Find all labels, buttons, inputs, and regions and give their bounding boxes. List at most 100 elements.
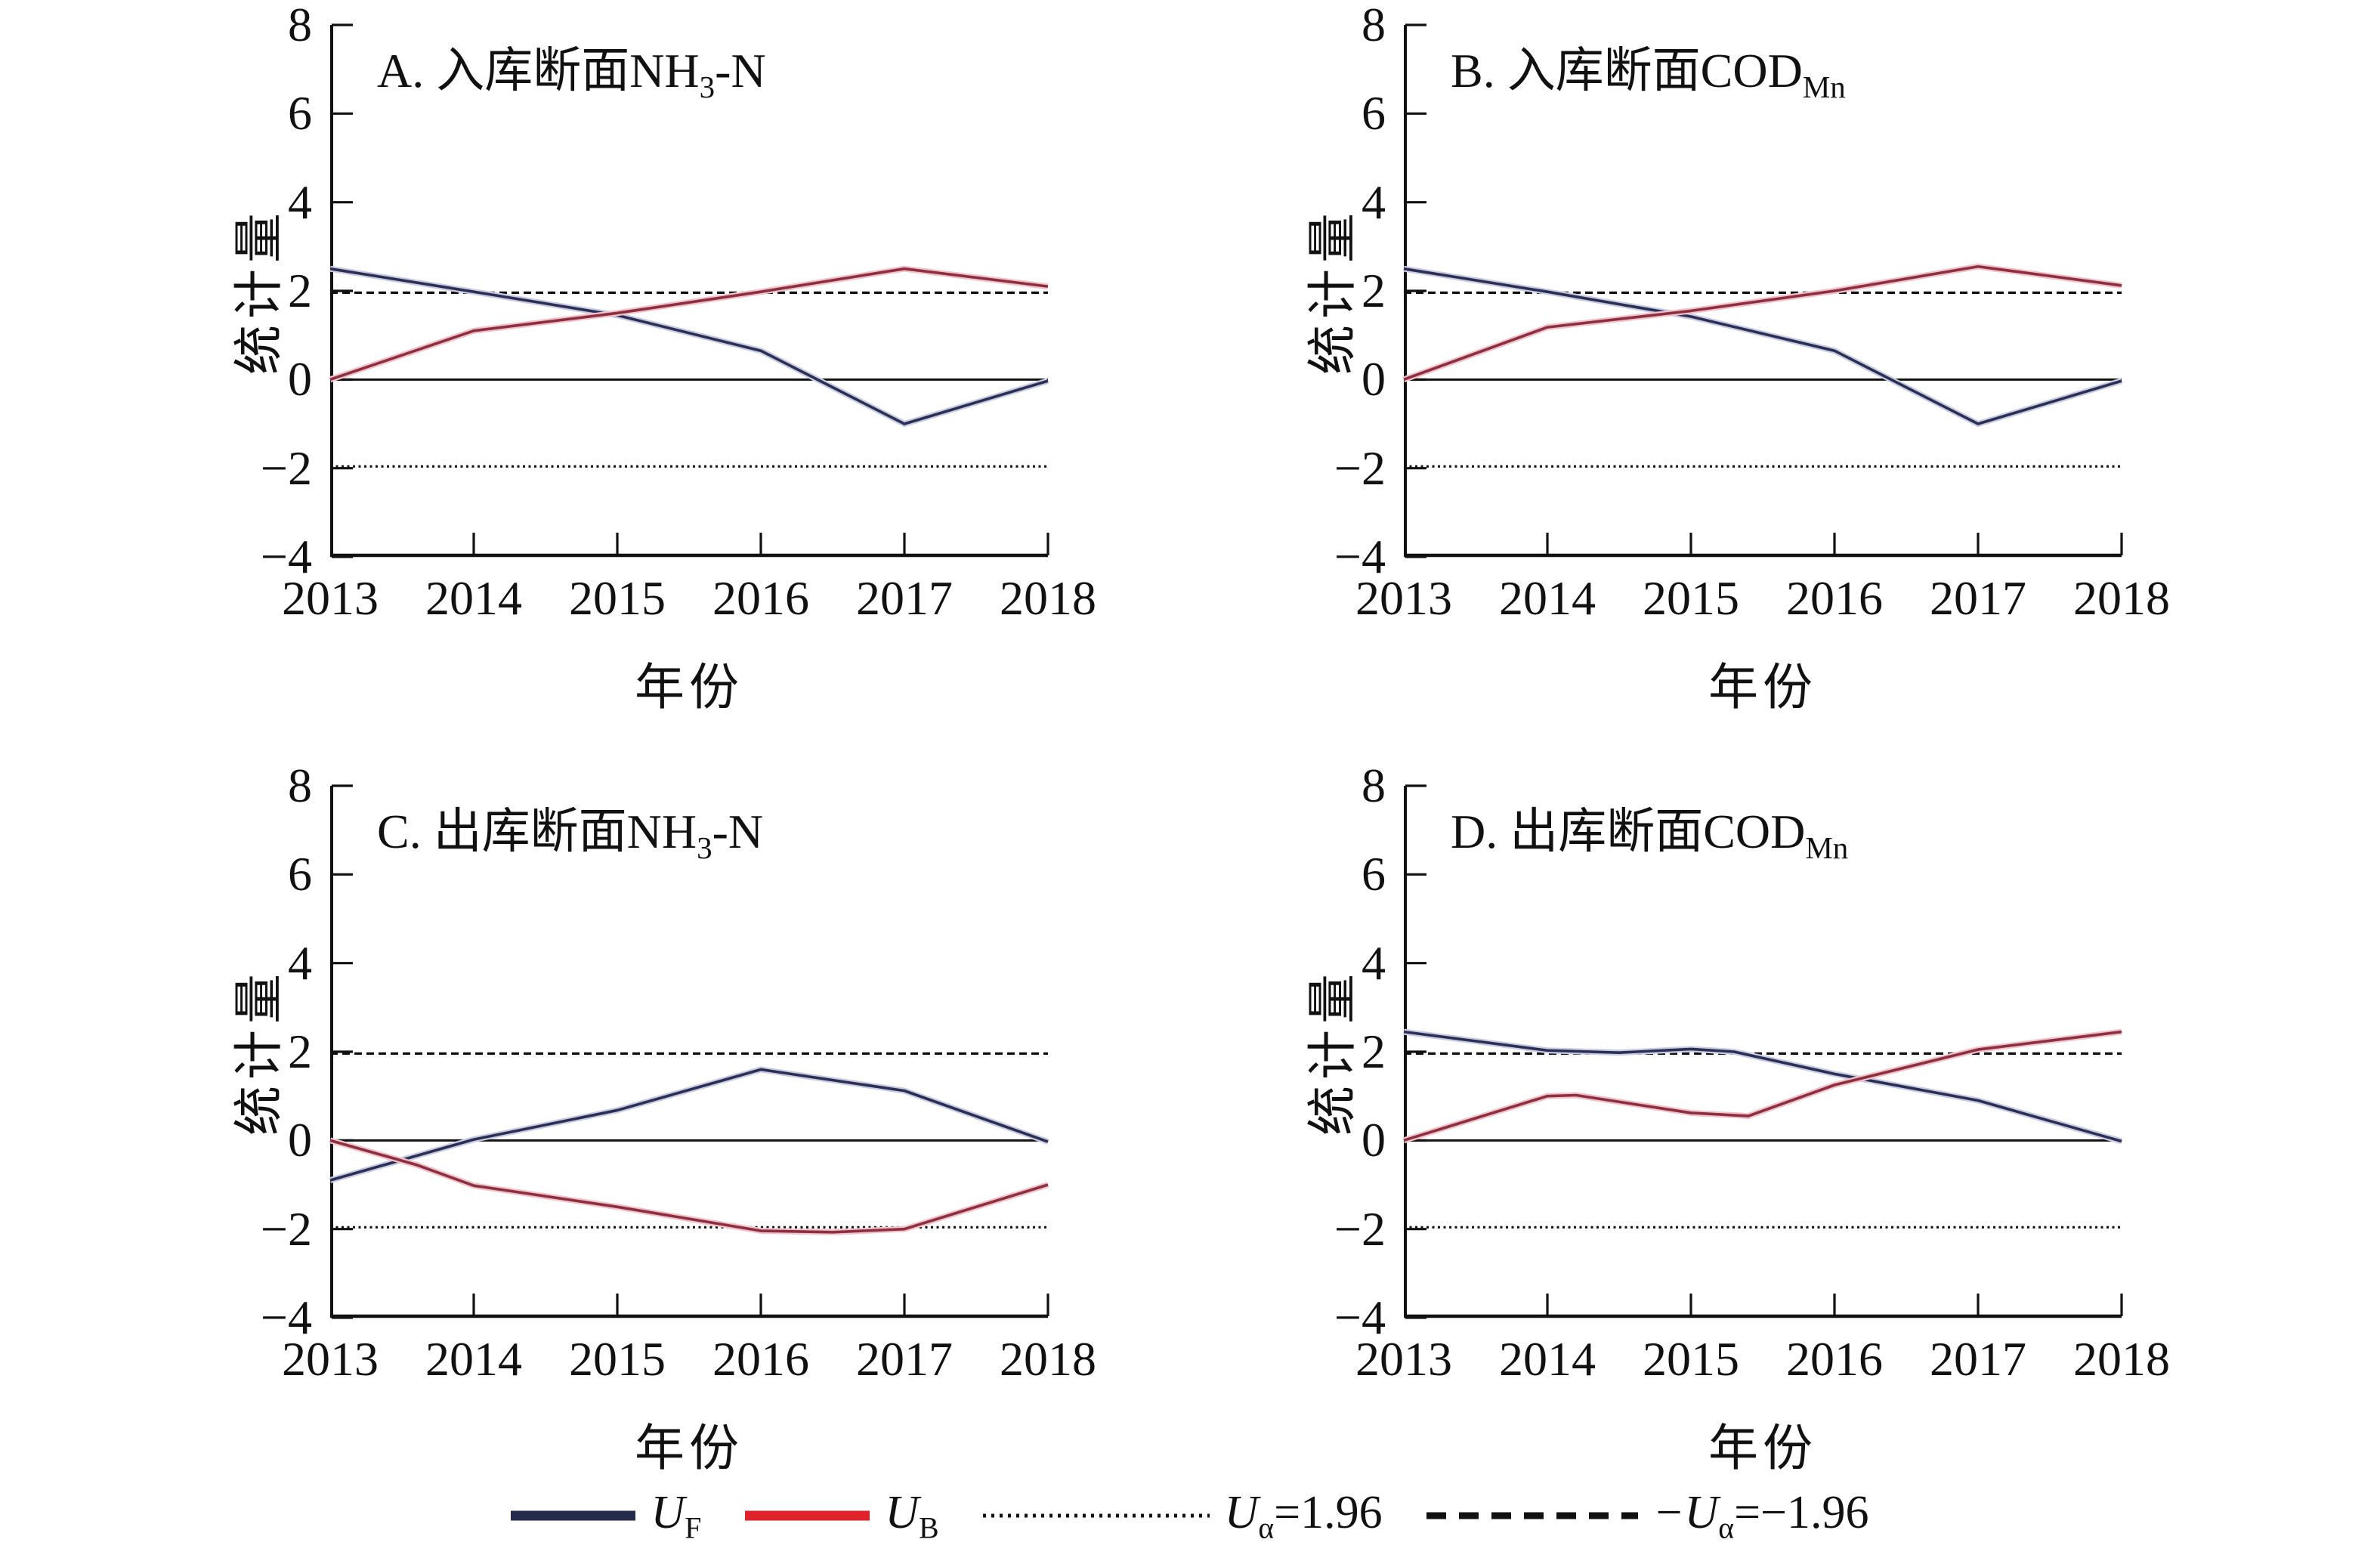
y-tick-label: 4 <box>288 175 312 229</box>
plot-canvas <box>1402 23 2123 558</box>
x-tick-label: 2016 <box>712 571 809 625</box>
y-tick-label: 6 <box>1362 86 1386 141</box>
y-tick-label: 4 <box>288 935 312 990</box>
y-tick-label: −2 <box>260 1201 312 1256</box>
y-tick-label: −4 <box>260 530 312 583</box>
y-tick-label: −2 <box>1334 440 1386 495</box>
legend-item-UF: UF <box>511 1486 701 1545</box>
x-tick-label: 2016 <box>712 1332 809 1386</box>
x-tick-label: 2017 <box>1930 571 2026 625</box>
y-tick-label: −4 <box>1334 530 1386 583</box>
x-axis-label: 年份 <box>635 1421 743 1476</box>
y-tick-label: 2 <box>1362 264 1386 317</box>
x-tick-labels: 2013 2014 2015 2016 2017 2018 <box>1355 1326 2170 1389</box>
series-UF-halo <box>329 1066 1049 1183</box>
y-tick-labels: 8 6 4 2 0 −2 −4 <box>0 1 321 581</box>
series-UB <box>329 267 1049 382</box>
series-UF <box>329 1068 1049 1182</box>
legend-solid-line-sample <box>745 1510 870 1521</box>
panel-title: B. 入库断面CODMn <box>1451 44 1846 104</box>
x-tick-label: 2017 <box>1930 1332 2026 1386</box>
y-tick-labels: 8 6 4 2 0 −2 −4 <box>1190 1 1395 581</box>
x-tick-labels: 2013 2014 2015 2016 2017 2018 <box>1355 565 2170 629</box>
chart-panel-B: 统计量 8 6 4 2 0 −2 −4 B. 入库断面CODMn 2013 2014 2015 2… <box>1190 0 2380 763</box>
y-tick-label: 2 <box>288 264 312 317</box>
series-UB <box>1403 264 2122 382</box>
y-tick-labels: 8 6 4 2 0 −2 −4 <box>1190 762 1395 1342</box>
y-tick-label: −4 <box>1334 1291 1386 1344</box>
x-tick-label: 2016 <box>1786 1332 1883 1386</box>
x-tick-label: 2018 <box>1000 571 1096 625</box>
y-tick-label: 8 <box>1362 0 1386 51</box>
legend: UF UB Uα=1.96 −Uα=−1.96 <box>0 1473 2380 1558</box>
series-UF <box>329 267 1049 425</box>
series-UB <box>329 1139 1049 1234</box>
x-tick-label: 2015 <box>1643 1332 1739 1386</box>
plot-canvas <box>1402 784 2123 1319</box>
series-UF-halo <box>1403 1028 2123 1145</box>
y-tick-label: 8 <box>288 759 312 812</box>
x-axis-label: 年份 <box>1708 660 1817 716</box>
panel-title: C. 出库断面NH3-N <box>377 805 764 865</box>
x-tick-label: 2015 <box>1643 571 1739 625</box>
plot-canvas <box>329 784 1049 1319</box>
x-tick-label: 2018 <box>2073 571 2170 625</box>
x-tick-label: 2014 <box>1499 571 1596 625</box>
y-tick-label: 4 <box>1362 175 1386 229</box>
plot-canvas <box>329 23 1049 558</box>
y-tick-label: 8 <box>1362 759 1386 812</box>
legend-label: UF <box>651 1486 702 1545</box>
y-tick-label: 6 <box>1362 847 1386 901</box>
y-tick-label: −4 <box>260 1291 312 1344</box>
y-tick-label: 6 <box>288 847 312 901</box>
plot-area: A. 入库断面NH3-N <box>329 23 1049 558</box>
x-tick-label: 2017 <box>856 571 953 625</box>
plot-area: C. 出库断面NH3-N <box>329 784 1049 1319</box>
x-tick-label: 2014 <box>1499 1332 1596 1386</box>
series-UF <box>1403 1030 2122 1143</box>
x-tick-labels: 2013 2014 2015 2016 2017 2018 <box>282 1326 1096 1389</box>
x-tick-label: 2013 <box>1355 1332 1452 1386</box>
x-tick-label: 2017 <box>856 1332 953 1386</box>
y-tick-label: 0 <box>288 352 312 406</box>
legend-label: Uα=1.96 <box>1224 1486 1383 1545</box>
panel-title: A. 入库断面NH3-N <box>377 44 766 104</box>
y-tick-label: −2 <box>260 440 312 495</box>
x-tick-label: 2014 <box>425 571 522 625</box>
x-tick-label: 2018 <box>1000 1332 1096 1386</box>
y-tick-labels: 8 6 4 2 0 −2 −4 <box>0 762 321 1342</box>
legend-label: −Uα=−1.96 <box>1652 1486 1869 1545</box>
x-tick-label: 2013 <box>1355 571 1452 625</box>
y-tick-label: 0 <box>288 1113 312 1167</box>
y-tick-label: 0 <box>1362 352 1386 406</box>
x-tick-label: 2015 <box>569 1332 666 1386</box>
plot-area: B. 入库断面CODMn <box>1402 23 2123 558</box>
series-UF <box>1403 267 2122 425</box>
y-tick-label: −2 <box>1334 1201 1386 1256</box>
y-tick-label: 6 <box>288 86 312 141</box>
x-axis-label: 年份 <box>635 660 743 716</box>
x-tick-label: 2016 <box>1786 571 1883 625</box>
legend-solid-line-sample <box>511 1510 636 1521</box>
chart-panel-A: 统计量 8 6 4 2 0 −2 −4 A. 入库断面NH3-N 2013 2014 2015 2… <box>0 0 1190 763</box>
y-tick-label: 8 <box>288 0 312 51</box>
legend-dotted-line-sample <box>982 1513 1210 1518</box>
y-tick-label: 4 <box>1362 935 1386 990</box>
y-tick-label: 2 <box>288 1025 312 1078</box>
chart-panel-D: 统计量 8 6 4 2 0 −2 −4 D. 出库断面CODMn 2013 2014 2015 2… <box>1190 761 2380 1524</box>
plot-area: D. 出库断面CODMn <box>1402 784 2123 1319</box>
x-tick-labels: 2013 2014 2015 2016 2017 2018 <box>282 565 1096 629</box>
panel-title: D. 出库断面CODMn <box>1451 805 1849 865</box>
x-axis-label: 年份 <box>1708 1421 1817 1476</box>
y-tick-label: 2 <box>1362 1025 1386 1078</box>
legend-label: UB <box>885 1486 939 1545</box>
x-tick-label: 2015 <box>569 571 666 625</box>
legend-item-Uα: Uα=1.96 <box>982 1486 1383 1545</box>
x-tick-label: 2018 <box>2073 1332 2170 1386</box>
x-tick-label: 2013 <box>282 1332 379 1386</box>
x-tick-label: 2013 <box>282 571 379 625</box>
chart-panel-C: 统计量 8 6 4 2 0 −2 −4 C. 出库断面NH3-N 2013 2014 2015 2… <box>0 761 1190 1524</box>
legend-dashed-line-sample <box>1426 1512 1638 1519</box>
y-tick-label: 0 <box>1362 1113 1386 1167</box>
